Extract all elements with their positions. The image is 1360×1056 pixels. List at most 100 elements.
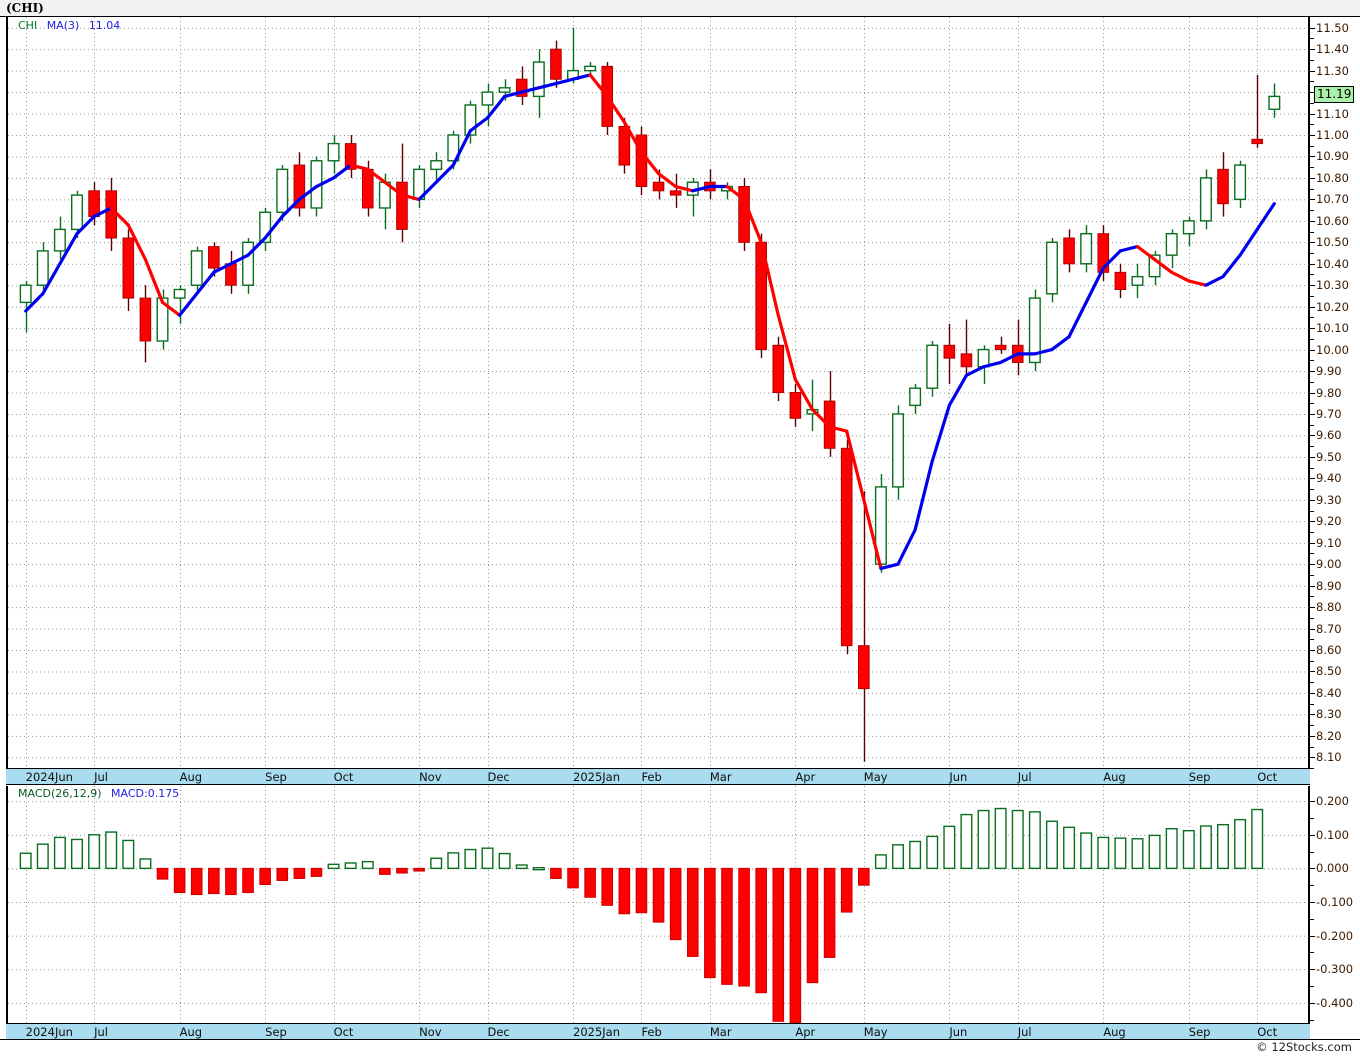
legend-symbol: CHI [18,19,38,32]
price-plot-area[interactable]: CHI MA(3) 11.04 [6,17,1310,768]
price-y-tick: 8.80 [1310,600,1342,614]
macd-indicator-value: MACD:0.175 [111,787,180,800]
x-axis-month-label: Sep [265,1025,287,1039]
price-y-minor-tick [1310,253,1314,254]
price-y-minor-tick [1310,425,1314,426]
price-y-minor-tick [1310,339,1314,340]
price-y-minor-tick [1310,468,1314,469]
x-axis-month-label: Nov [419,770,442,784]
macd-plot-area[interactable]: MACD(26,12,9) MACD:0.175 [6,786,1310,1023]
price-y-minor-tick [1310,124,1314,125]
price-y-tick: 9.40 [1310,471,1342,485]
price-y-tick: 9.50 [1310,450,1342,464]
x-axis-month-label: Sep [1188,1025,1211,1039]
macd-y-minor-tick [1310,818,1314,819]
macd-y-minor-tick [1310,919,1314,920]
price-legend: CHI MA(3) 11.04 [18,19,120,32]
price-y-minor-tick [1310,189,1314,190]
x-axis-month-label: Apr [795,770,816,784]
price-y-minor-tick [1310,682,1314,683]
price-y-tick: 11.40 [1310,42,1349,56]
x-axis-month-label: Feb [641,1025,662,1039]
macd-y-axis: 0.200 0.100 0.000 -0.100 -0.200 -0.300 -0.400 [1310,786,1360,1023]
x-axis-month-label: 2025Jan [573,770,621,784]
macd-panel: MACD(26,12,9) MACD:0.175 [0,786,1360,1023]
price-y-minor-tick [1310,103,1314,104]
macd-y-tick: -0.100 [1310,895,1353,909]
x-axis-month-label: Jul [94,1025,108,1039]
price-y-tick: 8.90 [1310,579,1342,593]
x-axis-month-label: 2025Jan [573,1025,621,1039]
price-y-tick: 11.50 [1310,21,1349,35]
x-axis-month-label: Sep [1188,770,1211,784]
x-axis-month-label: Jul [1017,1025,1032,1039]
macd-legend: MACD(26,12,9) MACD:0.175 [18,787,179,800]
price-y-minor-tick [1310,360,1314,361]
footer: © 12Stocks.com [0,1040,1360,1056]
x-axis-month-label: Feb [641,770,662,784]
x-axis-month-label: 2024Jun [25,770,73,784]
price-y-tick: 10.90 [1310,149,1349,163]
price-y-minor-tick [1310,511,1314,512]
price-y-minor-tick [1310,661,1314,662]
price-y-minor-tick [1310,146,1314,147]
price-y-minor-tick [1310,274,1314,275]
price-y-minor-tick [1310,596,1314,597]
price-y-minor-tick [1310,232,1314,233]
macd-gridlines [8,786,1308,1023]
price-y-tick: 9.60 [1310,428,1342,442]
macd-y-minor-tick [1310,885,1314,886]
macd-y-minor-tick [1310,852,1314,853]
x-axis-month-label: Jul [94,770,108,784]
price-y-tick: 10.60 [1310,214,1349,228]
price-y-tick: 10.10 [1310,321,1349,335]
price-y-axis: 11.5011.4011.3011.2011.1011.0010.9010.80… [1310,17,1360,769]
price-y-tick: 10.00 [1310,343,1349,357]
price-y-tick: 8.50 [1310,664,1342,678]
x-axis-month-label: Apr [795,1025,816,1039]
x-axis-month-label: Dec [487,770,510,784]
price-y-minor-tick [1310,296,1314,297]
title-bar: (CHI) [0,0,1360,17]
x-axis-month-label: Aug [1103,1025,1126,1039]
price-y-minor-tick [1310,489,1314,490]
price-y-tick: 8.20 [1310,729,1342,743]
macd-y-tick: -0.300 [1310,962,1353,976]
price-y-tick: 10.70 [1310,192,1349,206]
macd-y-tick: -0.400 [1310,996,1353,1010]
price-y-minor-tick [1310,704,1314,705]
price-y-tick: 10.50 [1310,235,1349,249]
x-axis-month-label: Jul [1017,770,1032,784]
macd-indicator-label: MACD(26,12,9) [18,787,102,800]
price-y-tick: 9.10 [1310,536,1342,550]
x-axis-month-label: Jun [949,770,968,784]
x-axis-month-label: Nov [419,1025,442,1039]
macd-y-tick: -0.200 [1310,929,1353,943]
price-y-minor-tick [1310,575,1314,576]
price-y-minor-tick [1310,81,1314,82]
price-y-minor-tick [1310,532,1314,533]
price-y-tick: 11.30 [1310,64,1349,78]
macd-y-minor-tick [1310,952,1314,953]
candlestick-series [19,27,1281,762]
price-y-tick: 9.30 [1310,493,1342,507]
price-y-tick: 10.40 [1310,257,1349,271]
price-y-minor-tick [1310,768,1314,769]
x-axis-top: 2024Jun Jul Aug Sep Oct Nov Dec 2025Jan Feb Mar Ap… [6,768,1310,785]
x-axis-bottom: 2024Jun Jul Aug Sep Oct Nov Dec 2025Jan Feb Mar Ap… [6,1023,1310,1040]
price-y-minor-tick [1310,446,1314,447]
price-y-minor-tick [1310,639,1314,640]
price-y-tick: 10.80 [1310,171,1349,185]
price-y-tick: 11.00 [1310,128,1349,142]
price-chart-panel: CHI MA(3) 11.04 [0,17,1360,768]
price-y-tick: 11.10 [1310,107,1349,121]
x-axis-month-label: Aug [179,1025,203,1039]
price-y-tick: 10.20 [1310,300,1349,314]
price-y-tick: 8.30 [1310,707,1342,721]
macd-y-minor-tick [1310,986,1314,987]
x-axis-month-label: May [863,1025,888,1039]
price-y-minor-tick [1310,747,1314,748]
price-y-tick: 10.30 [1310,278,1349,292]
x-axis-month-label: Mar [709,770,732,784]
price-y-tick: 9.80 [1310,386,1342,400]
